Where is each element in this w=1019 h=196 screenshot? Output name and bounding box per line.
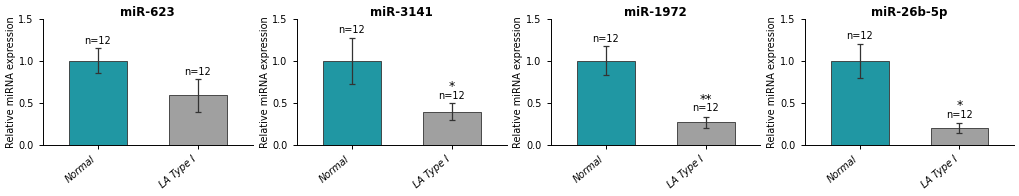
Text: n=12: n=12 (946, 110, 972, 120)
Text: *: * (956, 99, 962, 112)
Y-axis label: Relative miRNA expression: Relative miRNA expression (259, 16, 269, 148)
Text: *: * (448, 80, 454, 93)
Text: n=12: n=12 (338, 25, 365, 35)
Bar (168, 95, 226, 145)
Title: miR-1972: miR-1972 (624, 5, 686, 19)
Bar (322, 61, 380, 145)
Bar (929, 128, 987, 145)
Y-axis label: Relative miRNA expression: Relative miRNA expression (766, 16, 776, 148)
Title: miR-3141: miR-3141 (370, 5, 432, 19)
Title: miR-623: miR-623 (120, 5, 175, 19)
Bar (676, 122, 734, 145)
Y-axis label: Relative miRNA expression: Relative miRNA expression (513, 16, 523, 148)
Text: n=12: n=12 (592, 34, 619, 44)
Text: n=12: n=12 (85, 36, 111, 46)
Text: **: ** (699, 93, 711, 106)
Text: n=12: n=12 (438, 91, 465, 101)
Text: n=12: n=12 (692, 103, 718, 113)
Y-axis label: Relative miRNA expression: Relative miRNA expression (5, 16, 15, 148)
Bar (829, 61, 888, 145)
Text: n=12: n=12 (846, 31, 872, 41)
Bar (576, 61, 634, 145)
Bar (422, 112, 480, 145)
Bar (68, 61, 126, 145)
Title: miR-26b-5p: miR-26b-5p (870, 5, 947, 19)
Text: n=12: n=12 (184, 67, 211, 77)
